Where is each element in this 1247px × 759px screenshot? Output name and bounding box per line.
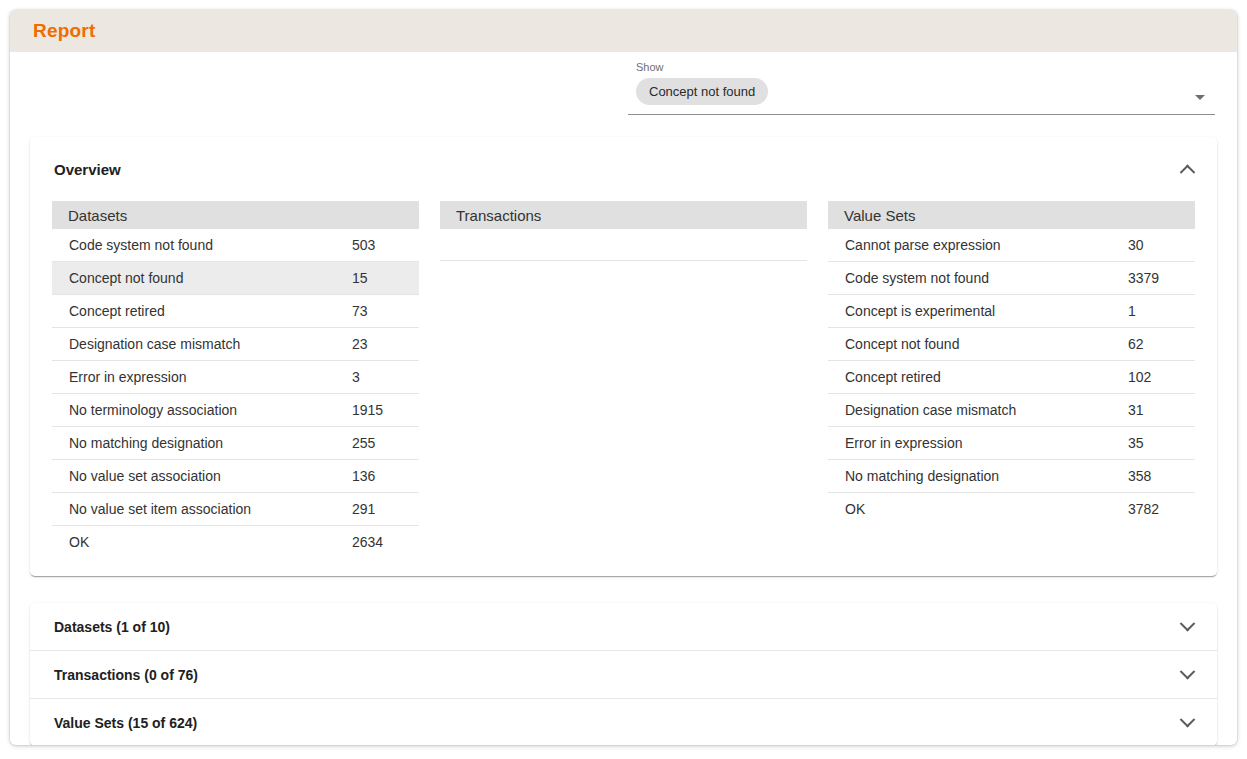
table-row[interactable]: No value set association136 — [52, 460, 419, 493]
dropdown-arrow-icon[interactable] — [1195, 95, 1205, 100]
row-label: Code system not found — [69, 237, 352, 253]
chevron-down-icon[interactable] — [1180, 616, 1196, 632]
chevron-up-icon[interactable] — [1180, 164, 1196, 180]
row-value: 102 — [1128, 369, 1195, 385]
overview-table-transactions: Transactions — [440, 201, 807, 558]
row-label: OK — [69, 534, 352, 550]
filter-bar: Show Concept not found — [10, 52, 1237, 115]
table-row[interactable]: Concept not found15 — [52, 262, 419, 295]
table-row[interactable]: Designation case mismatch23 — [52, 328, 419, 361]
row-value: 291 — [352, 501, 419, 517]
row-label: Concept not found — [845, 336, 1128, 352]
overview-panel-header[interactable]: Overview — [30, 137, 1217, 201]
table-row[interactable]: Cannot parse expression30 — [828, 229, 1195, 262]
panel-title: Value Sets (15 of 624) — [54, 715, 197, 731]
table-empty-row — [440, 229, 807, 261]
overview-panel-title: Overview — [54, 161, 121, 178]
row-label: Error in expression — [69, 369, 352, 385]
overview-tables: DatasetsCode system not found503Concept … — [30, 201, 1217, 576]
table-row[interactable]: Concept retired73 — [52, 295, 419, 328]
table-row[interactable]: Code system not found3379 — [828, 262, 1195, 295]
table-title: Datasets — [52, 201, 419, 229]
row-value: 503 — [352, 237, 419, 253]
row-value: 255 — [352, 435, 419, 451]
row-value: 31 — [1128, 402, 1195, 418]
row-value: 136 — [352, 468, 419, 484]
overview-panel: Overview DatasetsCode system not found50… — [30, 137, 1217, 576]
row-label: Designation case mismatch — [845, 402, 1128, 418]
chevron-down-icon[interactable] — [1180, 664, 1196, 680]
collapsed-accordion: Datasets (1 of 10) Transactions (0 of 76)… — [30, 603, 1217, 745]
row-value: 3379 — [1128, 270, 1195, 286]
page-header: Report — [10, 10, 1237, 52]
table-row[interactable]: No value set item association291 — [52, 493, 419, 526]
row-label: No matching designation — [69, 435, 352, 451]
table-row[interactable]: Concept not found62 — [828, 328, 1195, 361]
table-row[interactable]: Code system not found503 — [52, 229, 419, 262]
row-label: Concept is experimental — [845, 303, 1128, 319]
panel-header-datasets[interactable]: Datasets (1 of 10) — [30, 603, 1217, 651]
table-row[interactable]: No matching designation358 — [828, 460, 1195, 493]
report-page: Report Show Concept not found Overview D… — [10, 10, 1237, 745]
row-label: No terminology association — [69, 402, 352, 418]
row-value: 358 — [1128, 468, 1195, 484]
table-row[interactable]: No matching designation255 — [52, 427, 419, 460]
row-label: OK — [845, 501, 1128, 517]
overview-table-datasets: DatasetsCode system not found503Concept … — [52, 201, 419, 558]
page-title: Report — [33, 20, 95, 42]
row-value: 1 — [1128, 303, 1195, 319]
table-row[interactable]: Concept retired102 — [828, 361, 1195, 394]
row-label: Concept retired — [845, 369, 1128, 385]
row-label: No matching designation — [845, 468, 1128, 484]
row-value: 62 — [1128, 336, 1195, 352]
row-value: 15 — [352, 270, 419, 286]
show-select[interactable]: Show Concept not found — [628, 61, 1215, 115]
row-label: Cannot parse expression — [845, 237, 1128, 253]
row-label: Code system not found — [845, 270, 1128, 286]
table-row[interactable]: Error in expression35 — [828, 427, 1195, 460]
row-value: 3 — [352, 369, 419, 385]
panel-title: Transactions (0 of 76) — [54, 667, 198, 683]
table-title: Transactions — [440, 201, 807, 229]
table-row[interactable]: Concept is experimental1 — [828, 295, 1195, 328]
row-label: Error in expression — [845, 435, 1128, 451]
row-value: 23 — [352, 336, 419, 352]
show-select-label: Show — [628, 61, 1215, 73]
table-row[interactable]: No terminology association1915 — [52, 394, 419, 427]
panel-header-value-sets[interactable]: Value Sets (15 of 624) — [30, 699, 1217, 745]
row-label: Designation case mismatch — [69, 336, 352, 352]
row-label: No value set association — [69, 468, 352, 484]
table-row[interactable]: Error in expression3 — [52, 361, 419, 394]
row-label: No value set item association — [69, 501, 352, 517]
row-value: 35 — [1128, 435, 1195, 451]
table-row[interactable]: Designation case mismatch31 — [828, 394, 1195, 427]
row-value: 1915 — [352, 402, 419, 418]
table-row[interactable]: OK3782 — [828, 493, 1195, 525]
table-title: Value Sets — [828, 201, 1195, 229]
row-label: Concept retired — [69, 303, 352, 319]
panel-title: Datasets (1 of 10) — [54, 619, 170, 635]
row-value: 2634 — [352, 534, 419, 550]
table-row[interactable]: OK2634 — [52, 526, 419, 558]
panel-header-transactions[interactable]: Transactions (0 of 76) — [30, 651, 1217, 699]
overview-table-value-sets: Value SetsCannot parse expression30Code … — [828, 201, 1195, 558]
row-value: 30 — [1128, 237, 1195, 253]
chevron-down-icon[interactable] — [1180, 712, 1196, 728]
row-label: Concept not found — [69, 270, 352, 286]
selected-filter-chip[interactable]: Concept not found — [636, 78, 768, 105]
row-value: 3782 — [1128, 501, 1195, 517]
row-value: 73 — [352, 303, 419, 319]
